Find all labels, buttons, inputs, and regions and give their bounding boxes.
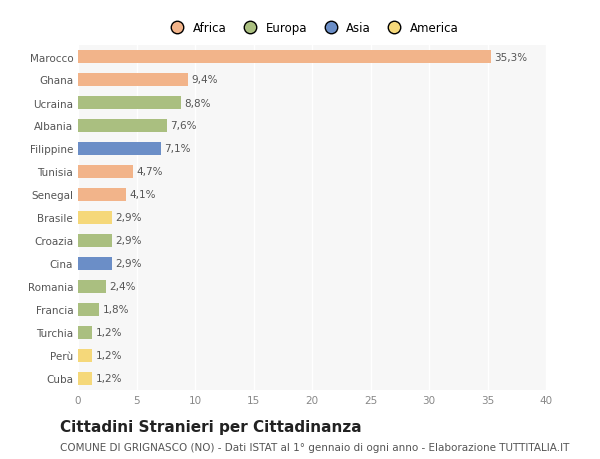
Bar: [78, 97, 181, 110]
Text: COMUNE DI GRIGNASCO (NO) - Dati ISTAT al 1° gennaio di ogni anno - Elaborazione : COMUNE DI GRIGNASCO (NO) - Dati ISTAT al…: [60, 442, 569, 452]
Text: 1,2%: 1,2%: [95, 351, 122, 361]
Text: Cittadini Stranieri per Cittadinanza: Cittadini Stranieri per Cittadinanza: [60, 419, 362, 434]
Bar: [78, 120, 167, 133]
Bar: [78, 326, 92, 339]
Bar: [78, 166, 133, 179]
Text: 4,7%: 4,7%: [137, 167, 163, 177]
Text: 7,6%: 7,6%: [170, 121, 197, 131]
Legend: Africa, Europa, Asia, America: Africa, Europa, Asia, America: [161, 17, 463, 40]
Bar: [78, 235, 112, 247]
Bar: [78, 212, 112, 224]
Text: 8,8%: 8,8%: [184, 98, 211, 108]
Bar: [78, 349, 92, 362]
Text: 2,4%: 2,4%: [110, 282, 136, 292]
Text: 1,8%: 1,8%: [103, 305, 129, 315]
Bar: [78, 51, 491, 64]
Bar: [78, 189, 126, 202]
Bar: [78, 372, 92, 385]
Text: 7,1%: 7,1%: [164, 144, 191, 154]
Text: 2,9%: 2,9%: [115, 236, 142, 246]
Bar: [78, 143, 161, 156]
Text: 2,9%: 2,9%: [115, 259, 142, 269]
Text: 2,9%: 2,9%: [115, 213, 142, 223]
Text: 35,3%: 35,3%: [494, 52, 527, 62]
Text: 1,2%: 1,2%: [95, 374, 122, 384]
Bar: [78, 257, 112, 270]
Bar: [78, 280, 106, 293]
Text: 4,1%: 4,1%: [130, 190, 156, 200]
Bar: [78, 303, 99, 316]
Text: 1,2%: 1,2%: [95, 328, 122, 338]
Text: 9,4%: 9,4%: [191, 75, 218, 85]
Bar: [78, 74, 188, 87]
